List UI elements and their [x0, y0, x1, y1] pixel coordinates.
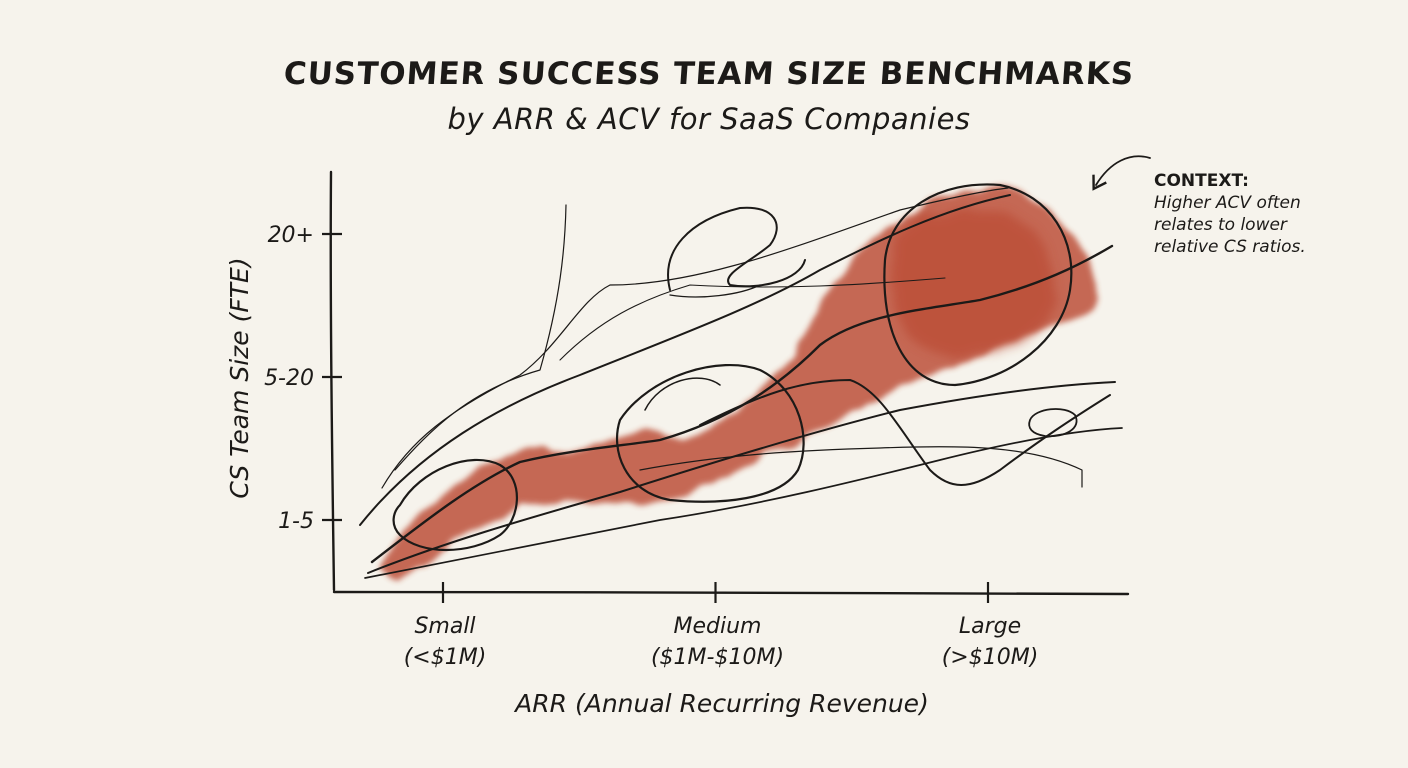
- small-cluster-ellipse: [392, 458, 518, 551]
- upper-thin-line-3: [559, 277, 946, 361]
- annotation-title: CONTEXT:: [1154, 171, 1249, 191]
- upper-loop-tail: [669, 284, 761, 298]
- y-tick-label: 20+: [268, 223, 314, 248]
- y-axis-label: CS Team Size (FTE): [225, 257, 254, 498]
- small-right-ellipse: [1028, 408, 1078, 438]
- y-tick-label: 5-20: [264, 366, 314, 391]
- annotation-text: Higher ACV often relates to lower relati…: [1154, 193, 1306, 257]
- x-tick-label: Large: [959, 614, 1021, 639]
- lower-envelope-line-1: [367, 381, 1116, 574]
- upper-thin-line-2: [394, 204, 567, 471]
- y-ticks: 1-5 5-20 20+: [264, 223, 342, 534]
- large-cluster-ellipse: [883, 183, 1073, 387]
- x-tick-range: (>$10M): [942, 645, 1039, 670]
- swoop-line: [699, 379, 1111, 486]
- medium-cluster-inner-loop: [644, 377, 721, 411]
- lower-thin-line: [639, 446, 1083, 488]
- x-axis-label: ARR (Annual Recurring Revenue): [513, 689, 929, 718]
- x-axis-line: [332, 590, 1130, 596]
- annotation-arrow: [1092, 155, 1151, 191]
- x-tick-range: ($1M-$10M): [651, 645, 784, 670]
- x-tick-label: Medium: [674, 614, 762, 639]
- band-dark-core: [890, 210, 1057, 357]
- upper-loop: [667, 206, 806, 291]
- x-ticks: Small (<$1M) Medium ($1M-$10M) Large (>$10M): [404, 582, 1039, 670]
- x-tick-label: Small: [414, 614, 475, 639]
- lower-envelope-line-2: [364, 427, 1123, 579]
- chart-subtitle: by ARR & ACV for SaaS Companies: [447, 102, 971, 136]
- annotation-box: CONTEXT: Higher ACV often relates to low…: [1154, 170, 1394, 258]
- band-area: [380, 191, 1095, 578]
- medium-cluster-ellipse: [616, 363, 805, 503]
- upper-envelope-line: [359, 194, 1011, 526]
- sketch-lines: [359, 183, 1123, 579]
- x-tick-range: (<$1M): [404, 645, 487, 670]
- y-tick-label: 1-5: [278, 509, 314, 534]
- trend-line-main: [370, 244, 1114, 564]
